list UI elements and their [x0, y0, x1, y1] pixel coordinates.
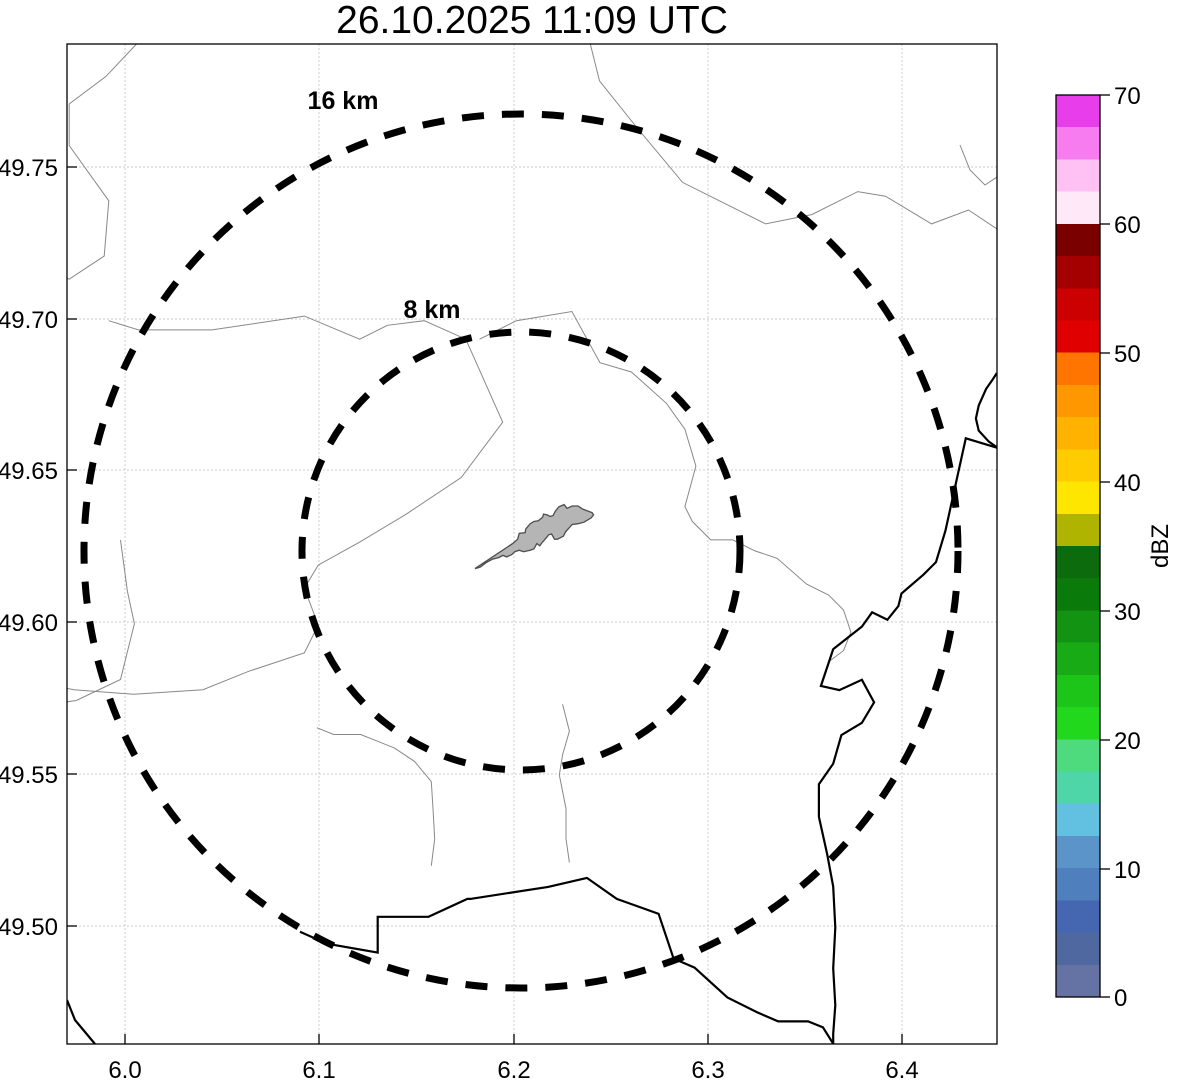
svg-text:30: 30 [1114, 599, 1141, 626]
svg-text:6.4: 6.4 [885, 1057, 918, 1084]
svg-text:10: 10 [1114, 857, 1141, 884]
svg-text:49.50: 49.50 [0, 914, 58, 941]
svg-text:49.55: 49.55 [0, 762, 58, 789]
svg-text:6.3: 6.3 [691, 1057, 724, 1084]
svg-text:49.60: 49.60 [0, 610, 58, 637]
svg-text:49.70: 49.70 [0, 307, 58, 334]
svg-text:0: 0 [1114, 985, 1127, 1012]
svg-text:26.10.2025 11:09 UTC: 26.10.2025 11:09 UTC [336, 0, 728, 42]
svg-text:6.2: 6.2 [497, 1057, 530, 1084]
svg-text:70: 70 [1114, 83, 1141, 110]
svg-text:8 km: 8 km [404, 296, 461, 324]
svg-text:16 km: 16 km [308, 87, 379, 115]
svg-text:49.75: 49.75 [0, 155, 58, 182]
svg-text:49.65: 49.65 [0, 458, 58, 485]
svg-text:6.0: 6.0 [108, 1057, 141, 1084]
svg-text:60: 60 [1114, 212, 1141, 239]
svg-text:20: 20 [1114, 728, 1141, 755]
svg-text:dBZ: dBZ [1147, 524, 1174, 568]
svg-text:6.1: 6.1 [302, 1057, 335, 1084]
svg-text:50: 50 [1114, 341, 1141, 368]
svg-text:40: 40 [1114, 470, 1141, 497]
